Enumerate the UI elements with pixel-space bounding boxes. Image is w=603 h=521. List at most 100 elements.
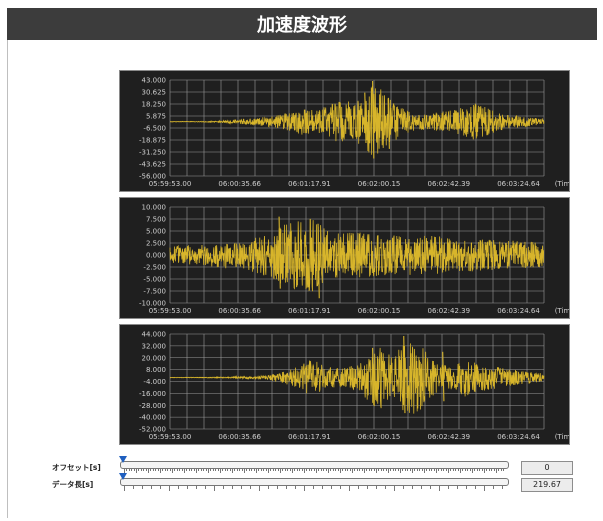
slider-tick xyxy=(169,468,171,471)
slider-tick xyxy=(340,486,341,489)
x-tick-label: 06:01:17.91 xyxy=(288,433,331,441)
offset-value-field[interactable]: 0 xyxy=(521,461,573,475)
slider-tick xyxy=(481,468,483,471)
data-length-label: データ長[s] xyxy=(52,480,94,489)
slider-tick xyxy=(331,486,332,489)
slider-tick xyxy=(232,486,233,489)
slider-tick xyxy=(318,468,320,471)
slider-tick xyxy=(366,468,368,471)
data-length-slider-track[interactable] xyxy=(120,478,509,486)
slider-tick xyxy=(448,468,449,473)
slider-tick xyxy=(496,468,497,473)
slider-tick xyxy=(452,468,454,471)
slider-tick xyxy=(467,468,469,471)
waveform-chart-1: 43.000 30.625 18.250 5.875 -6.500 -18.875 -31.… xyxy=(119,70,570,192)
slider-tick xyxy=(313,468,315,471)
slider-tick xyxy=(344,468,346,471)
slider-tick xyxy=(421,486,422,489)
offset-slider-thumb[interactable] xyxy=(119,456,127,463)
slider-tick xyxy=(436,468,437,473)
slider-tick xyxy=(248,468,250,471)
slider-tick xyxy=(407,468,409,471)
slider-tick xyxy=(138,468,140,471)
data-length-slider-thumb[interactable] xyxy=(119,473,127,480)
slider-tick xyxy=(395,468,397,471)
slider-tick xyxy=(306,468,308,471)
slider-tick xyxy=(484,486,485,491)
slider-tick xyxy=(354,468,356,471)
slider-tick xyxy=(164,468,166,471)
x-unit-label: (Time) xyxy=(555,433,569,441)
slider-tick xyxy=(320,468,322,471)
slider-tick xyxy=(162,468,164,471)
slider-tick xyxy=(295,486,296,489)
slider-tick xyxy=(223,486,224,489)
slider-tick xyxy=(179,468,181,471)
slider-tick xyxy=(251,468,253,471)
slider-tick xyxy=(443,468,445,471)
y-tick-label: -40.000 xyxy=(139,414,166,422)
y-tick-label: -10.000 xyxy=(139,300,166,308)
slider-tick xyxy=(124,468,125,473)
slider-tick xyxy=(323,468,325,471)
slider-tick xyxy=(349,468,351,471)
slider-tick xyxy=(150,468,152,471)
slider-tick xyxy=(280,468,281,473)
slider-tick xyxy=(403,486,404,489)
slider-tick xyxy=(340,468,341,473)
slider-tick xyxy=(498,468,500,471)
slider-tick xyxy=(167,468,169,471)
waveform-peak xyxy=(403,335,406,414)
slider-tick xyxy=(337,468,339,471)
slider-tick xyxy=(133,486,134,489)
slider-tick xyxy=(299,468,301,471)
slider-tick xyxy=(402,468,404,471)
slider-tick xyxy=(239,468,241,471)
slider-tick xyxy=(151,486,152,489)
waveform-chart-2: 10.000 7.500 5.000 2.500 0.000 -2.500 -5.000 -7… xyxy=(119,197,570,319)
x-tick-label: 06:02:42.39 xyxy=(428,307,471,315)
waveform-peak xyxy=(372,347,375,406)
waveform-chart-1-svg: 43.000 30.625 18.250 5.875 -6.500 -18.875 -31.… xyxy=(139,77,569,189)
slider-tick xyxy=(176,468,178,471)
slider-tick xyxy=(472,468,473,473)
slider-tick xyxy=(347,468,349,471)
slider-tick xyxy=(469,468,471,471)
x-tick-label: 06:00:35.66 xyxy=(218,307,261,315)
slider-tick xyxy=(187,486,188,489)
slider-tick xyxy=(133,468,135,471)
offset-label: オフセット[s] xyxy=(52,463,101,472)
x-tick-label: 06:01:17.91 xyxy=(288,180,331,188)
slider-tick xyxy=(270,468,272,471)
slider-tick xyxy=(330,468,332,471)
waveform-line xyxy=(169,218,545,292)
y-tick-label: 5.875 xyxy=(146,113,166,121)
data-length-value-field[interactable]: 219.67 xyxy=(521,478,573,492)
slider-tick xyxy=(277,468,279,471)
slider-tick xyxy=(390,468,392,471)
slider-tick xyxy=(294,468,296,471)
slider-tick xyxy=(475,486,476,489)
page-title-bar: 加速度波形 xyxy=(7,8,597,40)
offset-slider-ticks xyxy=(124,468,506,473)
slider-tick xyxy=(224,468,226,471)
waveform-peak xyxy=(278,216,281,289)
slider-tick xyxy=(368,468,370,471)
slider-tick xyxy=(140,468,142,471)
x-tick-label: 06:02:42.39 xyxy=(428,433,471,441)
slider-tick xyxy=(349,486,350,491)
slider-tick xyxy=(491,468,493,471)
slider-tick xyxy=(227,468,229,471)
slider-tick xyxy=(476,468,478,471)
slider-tick xyxy=(157,468,159,471)
slider-tick xyxy=(188,468,190,471)
y-tick-label: -28.000 xyxy=(139,402,166,410)
y-tick-label: -7.500 xyxy=(143,288,166,296)
slider-tick xyxy=(265,468,267,471)
slider-tick xyxy=(186,468,188,471)
slider-tick xyxy=(311,468,313,471)
slider-tick xyxy=(433,468,435,471)
slider-tick xyxy=(169,486,170,491)
slider-tick xyxy=(289,468,291,471)
slider-tick xyxy=(493,468,495,471)
